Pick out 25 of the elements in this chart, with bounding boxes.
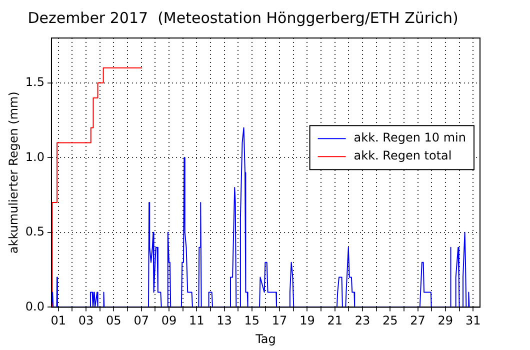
y-tick-label: 0.0 — [25, 299, 44, 314]
chart-title: Dezember 2017 (Meteostation Hönggerberg/ETH Zürich) — [28, 8, 458, 27]
x-tick-label: 31 — [465, 314, 481, 328]
x-tick-label: 09 — [161, 314, 177, 328]
y-tick-label: 0.5 — [25, 224, 44, 239]
x-tick-label: 03 — [78, 314, 94, 328]
x-tick-label: 01 — [50, 314, 66, 328]
x-tick-label: 27 — [410, 314, 426, 328]
y-axis-title: akkumulierter Regen (mm) — [6, 92, 20, 254]
x-tick-label: 07 — [134, 314, 149, 328]
y-tick-label: 1.0 — [25, 150, 44, 164]
legend-label: akk. Regen total — [354, 148, 452, 163]
legend-label: akk. Regen 10 min — [354, 130, 466, 145]
x-tick-label: 17 — [272, 314, 288, 328]
x-tick-label: 15 — [244, 314, 260, 328]
x-axis-title: Tag — [254, 332, 276, 346]
x-tick-label: 25 — [382, 314, 398, 328]
y-tick-label: 1.5 — [25, 74, 44, 89]
x-tick-label: 05 — [106, 314, 122, 328]
x-tick-label: 13 — [216, 314, 232, 328]
x-tick-label: 23 — [354, 314, 370, 328]
x-tick-label: 29 — [438, 314, 454, 328]
x-tick-label: 21 — [327, 314, 342, 328]
x-tick-label: 11 — [188, 314, 204, 328]
x-tick-label: 19 — [300, 314, 315, 328]
